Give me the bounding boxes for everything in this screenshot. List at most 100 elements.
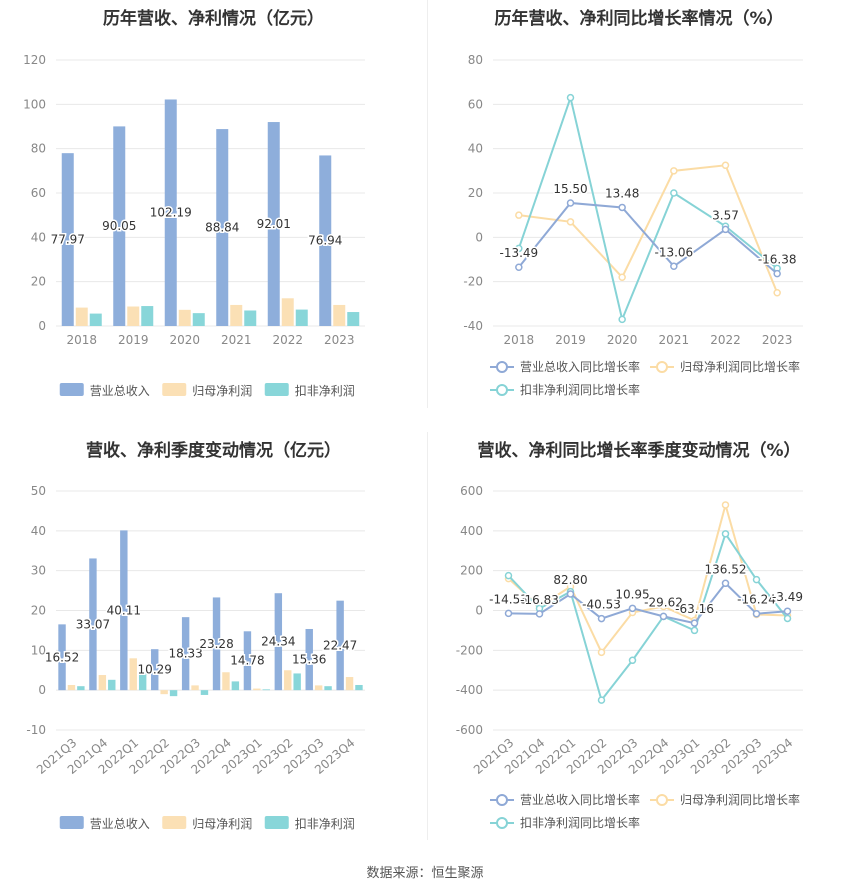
legend-marker: [496, 794, 508, 806]
chart-svg: -600-400-20002004006002021Q32021Q42022Q1…: [456, 484, 805, 830]
series-line: [518, 201, 778, 275]
data-point: [628, 604, 637, 613]
legend-label: 扣非净利润同比增长率: [520, 382, 640, 397]
x-tick-label: 2019: [555, 333, 586, 347]
data-point: [752, 609, 761, 618]
bar: [200, 690, 209, 695]
bar: [336, 600, 344, 691]
legend-label: 归母净利润: [192, 817, 252, 831]
data-label: 23.28: [199, 637, 233, 651]
data-label: 40.11: [107, 603, 141, 617]
x-tick-label: 2022: [710, 333, 741, 347]
series-line: [518, 164, 779, 294]
data-label: 102.19: [150, 206, 192, 220]
bar: [108, 679, 116, 691]
bar: [295, 309, 308, 326]
data-point: [670, 262, 678, 271]
chart-svg: -10010203040502021Q32021Q42022Q12022Q220…: [26, 484, 365, 831]
y-tick-label: 40: [468, 142, 483, 156]
bar: [77, 686, 85, 691]
data-label: -16.83: [520, 593, 559, 607]
data-source-label: 数据来源：: [366, 866, 432, 881]
bar: [324, 686, 332, 691]
data-point: [504, 609, 513, 618]
data-point: [659, 602, 668, 611]
bar: [98, 675, 107, 691]
data-point: [515, 211, 523, 219]
data-point: [597, 614, 606, 623]
y-tick-label: 120: [23, 53, 46, 67]
data-label: -16.24: [737, 593, 776, 607]
bar: [222, 672, 230, 691]
data-label: -16.38: [758, 253, 797, 267]
bar: [267, 122, 280, 327]
data-label: 82.80: [553, 573, 587, 587]
chart-title: 历年营收、净利同比增长率情况（%）: [494, 9, 784, 29]
data-point: [721, 225, 730, 234]
legend-label: 归母净利润同比增长率: [680, 359, 800, 374]
legend-label: 扣非净利润: [295, 384, 355, 398]
bar: [355, 684, 363, 691]
legend-marker: [496, 361, 508, 373]
annual-growth-rate-chart: 历年营收、净利同比增长率情况（%） -40 -20 0 20 40 60 80 2018 201…: [428, 0, 850, 408]
y-tick-label: -200: [456, 643, 483, 657]
x-tick-label: 2019: [118, 333, 149, 347]
bar: [293, 673, 301, 691]
y-tick-label: -10: [26, 723, 46, 737]
y-tick-label: 50: [31, 484, 46, 498]
x-tick-label: 2023: [762, 333, 793, 347]
data-label: -40.53: [582, 598, 621, 612]
y-tick-label: 80: [468, 53, 483, 67]
data-point: [597, 696, 606, 704]
data-label: -3.49: [772, 590, 803, 604]
legend-label: 扣非净利润: [295, 817, 355, 831]
bar: [253, 688, 261, 691]
bar: [319, 155, 332, 326]
data-label: -63.16: [675, 602, 714, 616]
y-tick-label: 30: [31, 564, 46, 578]
bar: [216, 129, 229, 326]
bar: [61, 153, 74, 326]
bar: [314, 685, 323, 691]
data-point: [566, 590, 575, 598]
bar: [141, 306, 154, 326]
bar: [243, 631, 252, 691]
bar: [169, 690, 178, 697]
y-tick-label: 40: [31, 524, 46, 538]
legend-label: 营业总收入: [90, 384, 150, 398]
data-point: [618, 315, 626, 324]
chart-svg: -40 -20 0 20 40 60 80 2018 2019 2020 2021 2022 2023 -…: [463, 53, 803, 397]
chart-svg: 0 20 40 60 80 100 120 2018 2019 2020 2021 2022 2023 7…: [23, 53, 365, 398]
bar: [113, 126, 126, 327]
data-point: [721, 530, 730, 538]
data-point: [659, 612, 668, 621]
data-label: -14.53: [489, 592, 528, 606]
data-point: [515, 244, 523, 253]
data-label: 15.36: [292, 653, 326, 667]
data-label: 136.52: [705, 562, 747, 576]
x-tick-label: 2021: [659, 333, 690, 347]
legend-label: 归母净利润: [192, 384, 252, 398]
bar: [231, 681, 240, 691]
y-tick-label: 10: [31, 643, 46, 657]
data-point: [690, 626, 699, 635]
data-point: [690, 619, 699, 627]
bar: [192, 313, 205, 326]
y-tick-label: -600: [456, 723, 483, 737]
annual-revenue-profit-chart: 历年营收、净利情况（亿元） 0 20 40 60 80 100 120 2018 2019 202…: [0, 0, 427, 408]
x-tick-label: 2018: [66, 333, 97, 347]
data-point: [628, 656, 637, 665]
bar: [284, 670, 292, 691]
data-point: [670, 167, 678, 175]
data-source-footer: 数据来源：恒生聚源: [0, 862, 850, 881]
y-tick-label: 80: [31, 142, 46, 156]
legend-swatch: [162, 816, 187, 829]
y-tick-label: 200: [460, 564, 483, 578]
data-point: [566, 199, 575, 207]
chart-title: 营收、净利同比增长率季度变动情况（%）: [477, 441, 801, 461]
panel-divider-top: [427, 0, 428, 408]
x-tick-label: 2022: [272, 333, 303, 347]
legend-label: 扣非净利润同比增长率: [520, 815, 640, 830]
data-label: 14.78: [230, 654, 264, 668]
y-tick-label: -400: [456, 683, 483, 697]
